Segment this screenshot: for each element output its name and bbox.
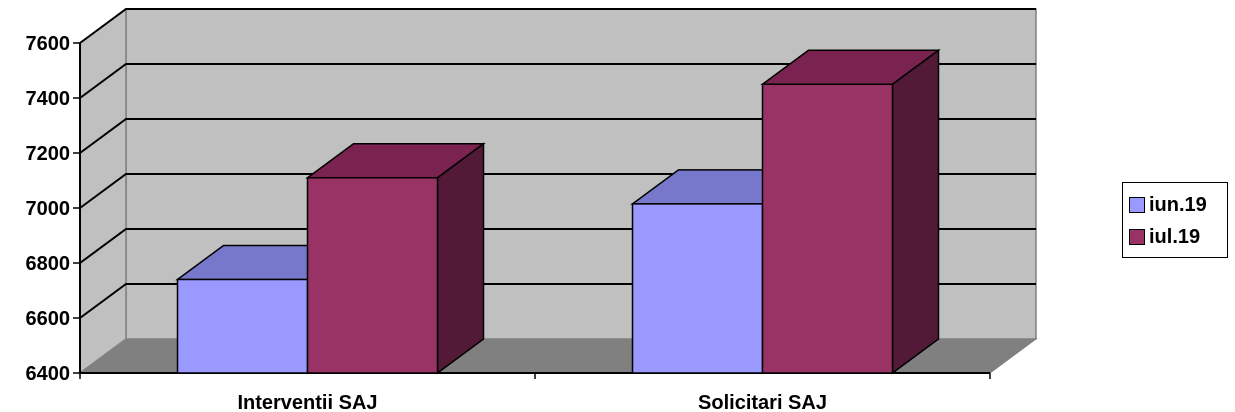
gridline <box>79 63 1036 99</box>
category-labels: Interventii SAJ Solicitari SAJ <box>237 392 826 412</box>
category-label: Solicitari SAJ <box>698 392 827 412</box>
legend-swatch-iul19 <box>1129 229 1145 245</box>
y-tick-label: 6600 <box>26 308 71 330</box>
legend-item-iul19: iul.19 <box>1129 225 1200 249</box>
legend: iun.19 iul.19 <box>1122 182 1228 258</box>
y-tick-label: 7000 <box>26 198 71 220</box>
bar-side <box>891 48 940 375</box>
bar <box>760 48 941 375</box>
gridline <box>79 8 1036 44</box>
bar-front <box>631 203 764 374</box>
category-label: Interventii SAJ <box>237 392 377 412</box>
y-tick-label: 6800 <box>26 253 71 275</box>
gridline <box>79 118 1036 154</box>
bar <box>305 142 486 375</box>
bar-side <box>436 142 485 375</box>
y-tick-label: 7600 <box>26 33 71 55</box>
y-tick-label: 6400 <box>26 363 71 385</box>
legend-label-iul19: iul.19 <box>1149 225 1201 248</box>
y-tick-label: 7400 <box>26 88 71 110</box>
bar-front <box>176 278 309 374</box>
legend-swatch-iun19 <box>1129 197 1145 213</box>
legend-label-iun19: iun.19 <box>1149 193 1207 216</box>
bar-front <box>306 177 439 374</box>
bars <box>175 48 941 375</box>
y-tick-labels: 6400 6600 6800 7000 7200 7400 7600 <box>26 33 71 385</box>
bar-front <box>761 83 894 374</box>
y-tick-label: 7200 <box>26 143 71 165</box>
legend-item-iun19: iun.19 <box>1129 193 1207 217</box>
